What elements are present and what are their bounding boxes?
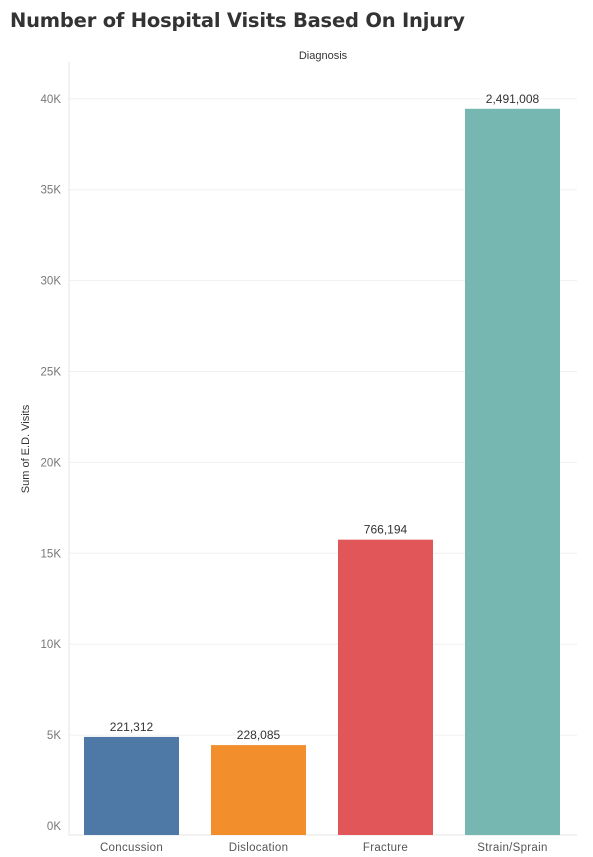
- y-tick-label: 10K: [41, 639, 62, 651]
- column-header: Diagnosis: [299, 50, 348, 62]
- y-axis-title: Sum of E.D. Visits: [20, 404, 32, 493]
- data-label: 228,085: [237, 728, 281, 742]
- x-tick-label: Fracture: [363, 842, 408, 854]
- x-tick-label: Concussion: [100, 842, 163, 854]
- y-tick-label: 20K: [41, 457, 62, 469]
- data-label: 766,194: [364, 523, 408, 537]
- data-label: 221,312: [110, 720, 154, 734]
- y-tick-label: 35K: [41, 185, 62, 197]
- bar-fracture[interactable]: [338, 539, 433, 835]
- x-tick-label: Strain/Sprain: [477, 842, 547, 854]
- data-labels: 221,312 228,085 766,194 2,491,008: [110, 92, 540, 742]
- x-axis: Concussion Dislocation Fracture Strain/Spra…: [100, 842, 547, 854]
- data-label: 2,491,008: [486, 92, 540, 106]
- y-tick-label: 0K: [47, 821, 61, 833]
- chart-title: Number of Hospital Visits Based On Injur…: [10, 9, 465, 32]
- bar-concussion[interactable]: [84, 736, 179, 835]
- bar-dislocation[interactable]: [211, 745, 306, 835]
- bars: [84, 108, 560, 835]
- y-tick-label: 25K: [41, 367, 62, 379]
- y-tick-label: 15K: [41, 548, 62, 560]
- y-tick-label: 5K: [47, 730, 61, 742]
- x-tick-label: Dislocation: [229, 842, 289, 854]
- bar-strain-sprain[interactable]: [465, 108, 560, 835]
- y-axis: 0K 5K 10K 15K 20K 25K 30K 35K 40K: [41, 62, 577, 836]
- y-tick-label: 30K: [41, 276, 62, 288]
- y-tick-label: 40K: [41, 94, 62, 106]
